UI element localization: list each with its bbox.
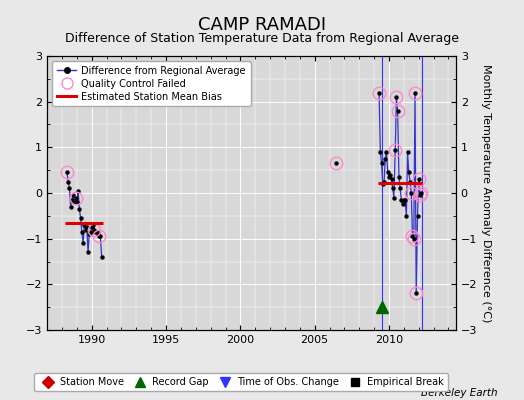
Text: CAMP RAMADI: CAMP RAMADI [198, 16, 326, 34]
Legend: Difference from Regional Average, Quality Control Failed, Estimated Station Mean: Difference from Regional Average, Qualit… [52, 61, 250, 106]
Y-axis label: Monthly Temperature Anomaly Difference (°C): Monthly Temperature Anomaly Difference (… [481, 64, 491, 322]
Text: Difference of Station Temperature Data from Regional Average: Difference of Station Temperature Data f… [65, 32, 459, 45]
Legend: Station Move, Record Gap, Time of Obs. Change, Empirical Break: Station Move, Record Gap, Time of Obs. C… [34, 373, 448, 391]
Text: Berkeley Earth: Berkeley Earth [421, 388, 498, 398]
